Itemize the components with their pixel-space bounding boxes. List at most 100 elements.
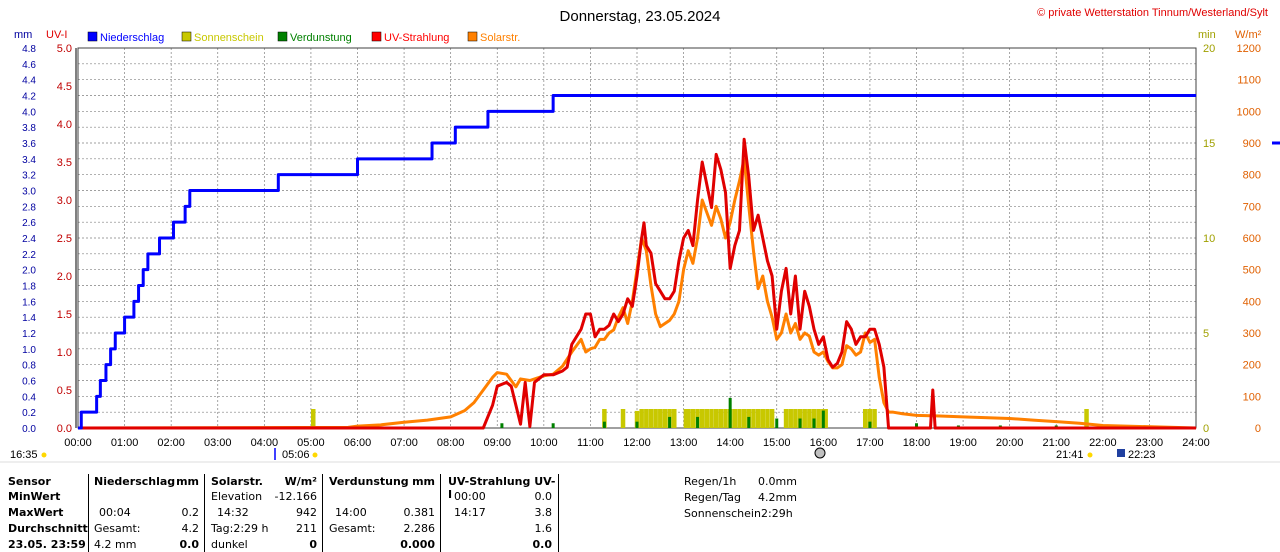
bar-sonnenschein-43: [867, 409, 873, 428]
point-solarstr-71: [818, 354, 820, 356]
point-uvstrahlung-31: [650, 252, 652, 254]
left-unit-mm: mm: [14, 29, 32, 41]
copyright-text: © private Wetterstation Tinnum/Westerlan…: [1037, 7, 1268, 19]
tick-uv-1: 0.5: [57, 385, 72, 397]
point-solarstr-9: [482, 389, 484, 391]
stats-solar: Solarstr. W/m² Elevation -12.166 14:32 9…: [205, 474, 321, 552]
point-uvstrahlung-25: [627, 298, 629, 300]
tick-mm-6: 1.2: [22, 329, 36, 340]
point-solarstr-70: [813, 351, 815, 353]
point-niederschlag-23: [159, 237, 160, 239]
legend: Niederschlag Sonnenschein Verdunstung UV-St…: [87, 31, 520, 44]
stats-niederschlag: Niederschlag mm 00:04 0.2 Gesamt: 4.2 4.…: [89, 474, 203, 552]
point-niederschlag-8: [103, 380, 105, 381]
point-solarstr-36: [655, 313, 657, 315]
point-uvstrahlung-89: [1195, 427, 1197, 429]
moon-phase-icon: [1117, 449, 1125, 457]
point-solarstr-37: [659, 326, 661, 328]
tick-uv-3: 1.5: [57, 309, 72, 321]
point-niederschlag-1: [80, 411, 82, 413]
point-niederschlag-46: [1195, 95, 1197, 96]
point-uvstrahlung-54: [757, 214, 759, 216]
point-solarstr-72: [822, 351, 824, 353]
axes: 0.0 0.2 0.4 0.6 0.8 1.0 1.2 1.4 1.6 1.8 2.0 2.2 2.4 2…: [22, 43, 1280, 449]
point-niederschlag-19: [138, 285, 139, 286]
uv-max-val: 3.8: [534, 506, 553, 519]
bar-sonnenschein-45: [1084, 409, 1089, 428]
tick-x-5: 05:00: [297, 437, 325, 449]
verd-max-time: 14:00: [335, 506, 367, 519]
point-niederschlag-10: [107, 364, 109, 366]
tick-mm-16: 3.2: [22, 171, 36, 182]
point-uvstrahlung-33: [659, 290, 661, 292]
point-solarstr-51: [725, 237, 726, 239]
point-niederschlag-22: [152, 253, 153, 255]
point-uvstrahlung-11: [552, 374, 554, 376]
stats-labels: Sensor MinWert MaxWert Durchschnitt 23.0…: [8, 474, 90, 552]
point-uvstrahlung-76: [860, 336, 861, 338]
point-uvstrahlung-10: [543, 374, 545, 376]
tick-wm2-3: 300: [1243, 328, 1261, 340]
point-solarstr-38: [664, 323, 666, 324]
bar-sonnenschein-20: [718, 409, 724, 428]
bar-sonnenschein-23: [732, 409, 738, 428]
point-uvstrahlung-84: [916, 427, 917, 429]
point-solarstr-95: [1079, 422, 1080, 424]
point-solarstr-92: [1009, 418, 1011, 419]
sunshine-label: Sonnenschein: [684, 507, 761, 520]
tick-wm2-2: 200: [1243, 360, 1261, 372]
point-uvstrahlung-44: [711, 207, 712, 209]
point-uvstrahlung-38: [683, 237, 684, 239]
point-solarstr-96: [1102, 425, 1104, 426]
tick-mm-8: 1.6: [22, 297, 36, 308]
point-solarstr-63: [781, 332, 782, 334]
bar-sonnenschein-31: [769, 409, 775, 428]
point-solarstr-10: [492, 376, 493, 378]
tick-x-16: 16:00: [810, 437, 838, 449]
point-uvstrahlung-27: [636, 275, 638, 277]
point-uvstrahlung-52: [748, 176, 750, 178]
point-uvstrahlung-56: [767, 260, 768, 262]
tick-uv-9: 4.5: [57, 81, 72, 93]
point-uvstrahlung-42: [701, 161, 703, 163]
point-uvstrahlung-32: [655, 283, 657, 284]
niederschlag-now2: 0.0: [179, 538, 200, 551]
legend-label-1: Sonnenschein: [194, 32, 264, 44]
point-uvstrahlung-59: [781, 290, 782, 292]
legend-label-4: Solarstr.: [480, 32, 520, 44]
legend-swatch-2: [277, 31, 288, 42]
solar-now-label: dunkel: [211, 538, 248, 551]
tick-x-19: 19:00: [949, 437, 977, 449]
point-uvstrahlung-20: [603, 328, 605, 330]
tick-uv-10: 5.0: [57, 43, 72, 55]
tick-mm-2: 0.4: [22, 392, 36, 403]
point-solarstr-49: [715, 205, 717, 207]
point-niederschlag-36: [413, 158, 414, 160]
point-niederschlag-7: [100, 380, 102, 381]
point-solarstr-29: [622, 307, 624, 309]
bar-sonnenschein-17: [704, 409, 710, 428]
left-unit-uv: UV-I: [46, 29, 67, 41]
legend-swatch-1: [181, 31, 192, 42]
tick-min-3: 15: [1203, 138, 1215, 150]
bar-verdunstung-13: [915, 423, 918, 428]
point-uvstrahlung-68: [822, 336, 824, 338]
bar-sonnenschein-18: [709, 409, 714, 428]
tick-mm-7: 1.4: [22, 313, 36, 324]
stats-verdunstung: Verdunstung mm 14:00 0.381 Gesamt: 2.286…: [323, 474, 439, 552]
point-solarstr-75: [836, 367, 838, 369]
bar-sonnenschein-28: [755, 409, 761, 428]
tick-mm-23: 4.6: [22, 60, 36, 71]
solar-head: Solarstr.: [211, 475, 263, 488]
tick-uv-0: 0.0: [57, 423, 72, 435]
sun-dot-sunset: [1087, 452, 1093, 458]
bar-sonnenschein-12: [683, 409, 689, 428]
point-solarstr-68: [804, 332, 806, 334]
time-moon: 22:23: [1128, 449, 1156, 461]
point-solarstr-64: [785, 313, 787, 315]
point-niederschlag-45: [552, 95, 554, 96]
rain-day-label: Regen/Tag: [684, 491, 741, 504]
point-niederschlag-5: [98, 395, 100, 397]
tick-x-22: 22:00: [1089, 437, 1117, 449]
bar-sonnenschein-30: [765, 409, 770, 428]
